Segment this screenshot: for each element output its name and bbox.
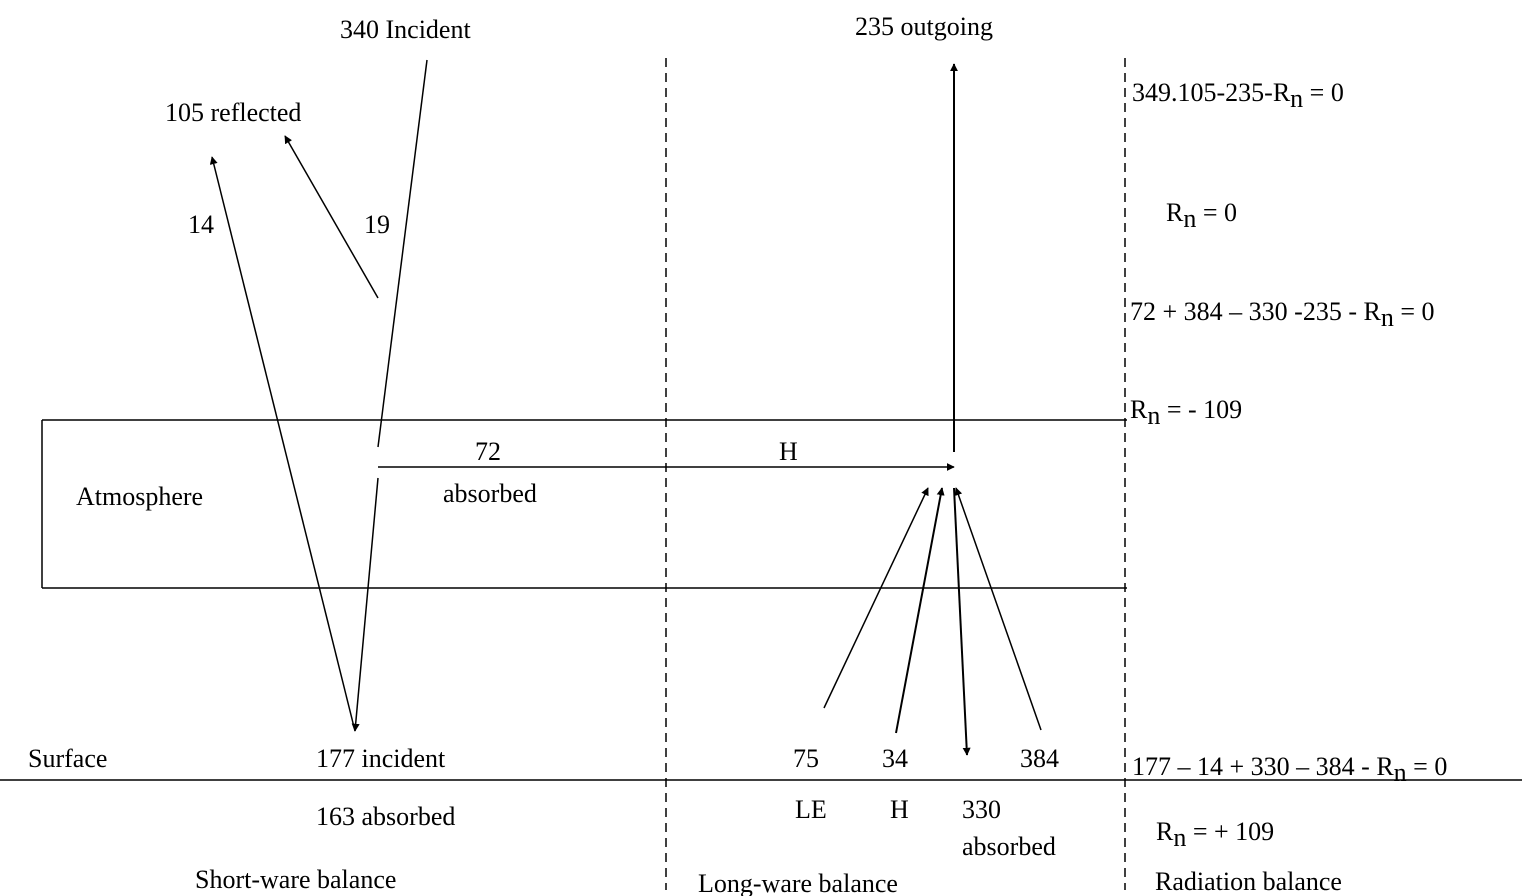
surface-label: Surface (28, 744, 107, 773)
atmosphere-net-radiation: Rn = - 109 (1130, 395, 1242, 430)
atmosphere-box (41, 419, 1127, 589)
incident-label: 340 Incident (340, 15, 471, 44)
sensible-heat-arrow (895, 487, 945, 734)
shortwave-section-title: Short-ware balance (195, 865, 396, 894)
back-radiation-value: 330 (962, 795, 1001, 824)
surface-reflected-value: 14 (188, 210, 214, 239)
atmosphere-label: Atmosphere (76, 482, 203, 511)
surface-absorbed-label: 163 absorbed (316, 802, 455, 831)
radiation-section-title: Radiation balance (1155, 867, 1342, 896)
incident-shortwave-lower-arrow (351, 477, 379, 732)
atmosphere-reflected-value: 19 (364, 210, 390, 239)
incident-shortwave-upper-line (377, 59, 428, 448)
back-radiation-absorbed-label: absorbed (962, 832, 1056, 861)
sensible-heat-value: 34 (882, 744, 908, 773)
latent-heat-arrow (823, 487, 929, 709)
absorbed-label: absorbed (443, 479, 537, 508)
toa-net-radiation: Rn = 0 (1166, 198, 1237, 233)
surface-emission-arrow (954, 487, 1042, 731)
longwave-section-title: Long-ware balance (698, 869, 898, 896)
latent-heat-label: LE (795, 795, 827, 824)
reflected-label: 105 reflected (165, 98, 301, 127)
surface-emission-value: 384 (1020, 744, 1059, 773)
surface-equation: 177 – 14 + 330 – 384 - Rn = 0 (1132, 752, 1447, 787)
surface-reflected-arrow (209, 156, 356, 732)
sensible-heat-label: H (890, 795, 909, 824)
sensible-heat-top-label: H (779, 437, 798, 466)
toa-equation: 349.105-235-Rn = 0 (1132, 78, 1344, 113)
surface-incident-label: 177 incident (316, 744, 446, 773)
back-radiation-arrow (953, 487, 971, 756)
atmosphere-equation: 72 + 384 – 330 -235 - Rn = 0 (1130, 297, 1435, 332)
absorbed-value: 72 (475, 437, 501, 466)
outgoing-label: 235 outgoing (855, 12, 993, 41)
atmosphere-reflected-arrow (284, 135, 379, 299)
latent-heat-value: 75 (793, 744, 819, 773)
surface-net-radiation: Rn = + 109 (1156, 817, 1274, 852)
